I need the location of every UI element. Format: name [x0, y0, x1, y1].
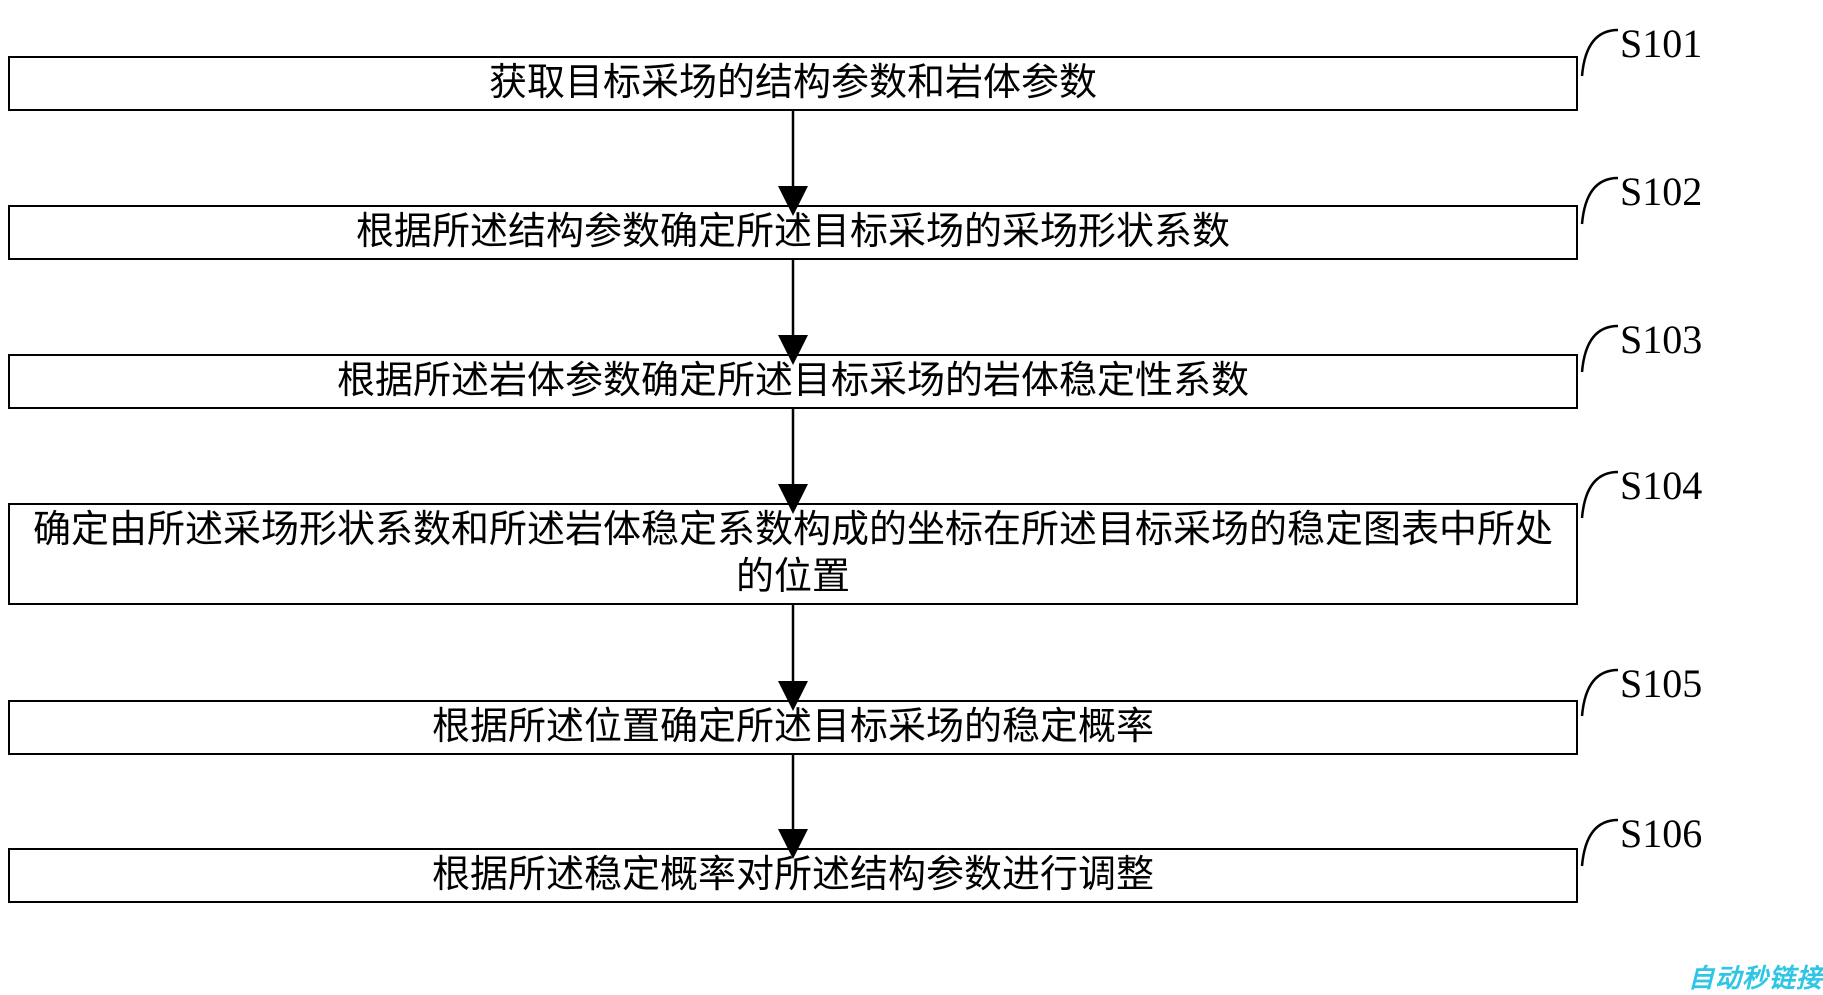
- flow-node-s103: 根据所述岩体参数确定所述目标采场的岩体稳定性系数: [8, 354, 1578, 409]
- step-label-s101: S101: [1620, 20, 1702, 67]
- flow-node-s106: 根据所述稳定概率对所述结构参数进行调整: [8, 848, 1578, 903]
- label-connector-s106: [1578, 810, 1620, 870]
- flow-node-s102: 根据所述结构参数确定所述目标采场的采场形状系数: [8, 205, 1578, 260]
- label-connector-s105: [1578, 660, 1620, 720]
- flow-node-text: 确定由所述采场形状系数和所述岩体稳定系数构成的坐标在所述目标采场的稳定图表中所处…: [24, 507, 1562, 602]
- label-connector-s103: [1578, 316, 1620, 376]
- watermark-text: 自动秒链接: [1688, 958, 1823, 995]
- flow-edges: [0, 0, 1823, 991]
- step-label-s103: S103: [1620, 316, 1702, 363]
- flow-node-s104: 确定由所述采场形状系数和所述岩体稳定系数构成的坐标在所述目标采场的稳定图表中所处…: [8, 503, 1578, 605]
- label-connector-s101: [1578, 20, 1620, 80]
- label-connector-s102: [1578, 168, 1620, 228]
- step-label-s105: S105: [1620, 660, 1702, 707]
- flow-node-text: 根据所述位置确定所述目标采场的稳定概率: [432, 704, 1154, 752]
- flow-node-text: 根据所述结构参数确定所述目标采场的采场形状系数: [356, 209, 1230, 257]
- flow-node-text: 根据所述岩体参数确定所述目标采场的岩体稳定性系数: [337, 358, 1249, 406]
- label-connector-s104: [1578, 462, 1620, 522]
- flow-node-s105: 根据所述位置确定所述目标采场的稳定概率: [8, 700, 1578, 755]
- flow-node-text: 获取目标采场的结构参数和岩体参数: [489, 60, 1097, 108]
- flow-node-s101: 获取目标采场的结构参数和岩体参数: [8, 56, 1578, 111]
- step-label-s106: S106: [1620, 810, 1702, 857]
- flow-node-text: 根据所述稳定概率对所述结构参数进行调整: [432, 852, 1154, 900]
- step-label-s102: S102: [1620, 168, 1702, 215]
- step-label-s104: S104: [1620, 462, 1702, 509]
